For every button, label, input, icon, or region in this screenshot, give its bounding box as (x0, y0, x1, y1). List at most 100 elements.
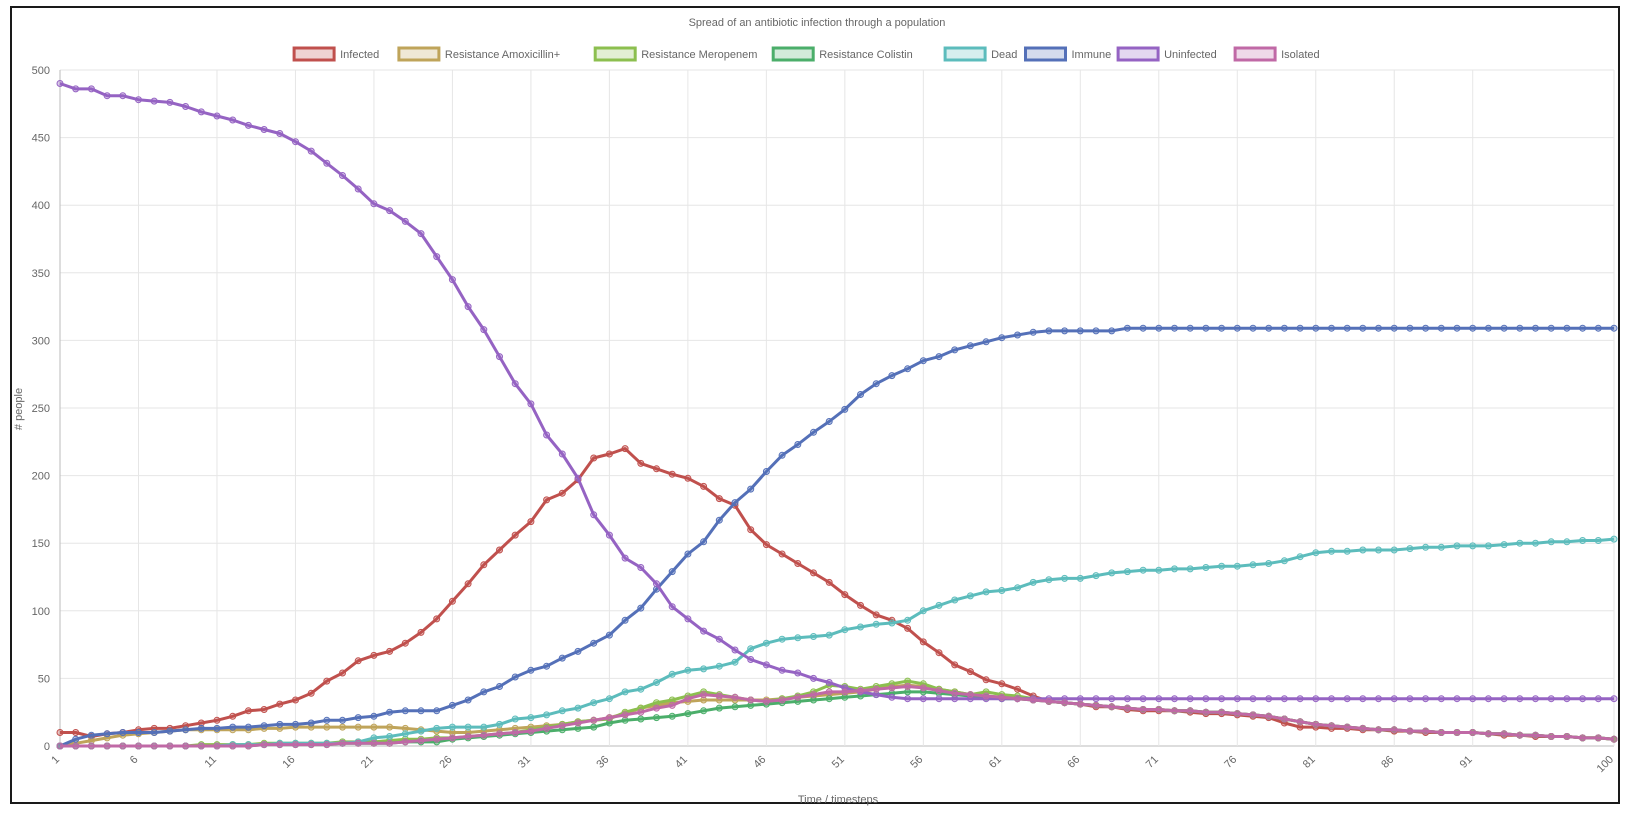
data-point (197, 108, 205, 116)
data-point (747, 701, 755, 709)
data-point (715, 635, 723, 643)
data-point (119, 92, 127, 100)
data-point (292, 720, 299, 728)
data-point (747, 485, 755, 493)
data-point (574, 704, 582, 712)
data-point (417, 628, 425, 636)
data-point (496, 353, 503, 361)
legend-item[interactable]: Resistance Meropenem (593, 46, 757, 62)
data-point (1359, 695, 1367, 703)
data-point (1014, 331, 1021, 339)
data-point (637, 564, 645, 571)
legend-item[interactable]: Dead (943, 46, 1017, 62)
legend-swatch (943, 46, 987, 62)
data-point (72, 735, 80, 743)
data-point (72, 742, 80, 750)
data-point (1375, 324, 1382, 332)
data-point (747, 645, 755, 653)
data-point (558, 707, 566, 715)
data-point (731, 658, 739, 666)
y-axis-ticks: 0 50 100 150 200 250 300 350 400 450 500 (32, 65, 50, 753)
legend-item[interactable]: Infected (292, 46, 379, 62)
legend-item[interactable]: Resistance Amoxicillin+ (397, 46, 560, 62)
data-point (527, 727, 535, 735)
data-point (1218, 324, 1226, 332)
data-point (1123, 695, 1131, 703)
data-point (276, 741, 284, 749)
data-point (857, 623, 864, 631)
data-point (464, 733, 472, 740)
legend-label: Resistance Meropenem (641, 49, 757, 61)
data-point (119, 729, 127, 736)
legend-item[interactable]: Resistance Colistin (771, 46, 913, 62)
data-point (1233, 710, 1241, 718)
legend-label: Immune (1072, 49, 1112, 61)
data-point (448, 597, 456, 605)
data-point (1155, 324, 1163, 332)
data-point (857, 601, 864, 609)
x-tick-label: 36 (594, 754, 611, 771)
data-point (1171, 565, 1178, 573)
data-point (684, 474, 692, 482)
data-point (621, 445, 629, 453)
data-point (778, 451, 786, 459)
data-point (1265, 712, 1273, 720)
data-point (339, 172, 346, 179)
data-point (370, 734, 378, 742)
data-point (339, 716, 346, 724)
data-point (433, 735, 441, 743)
legend-item[interactable]: Isolated (1233, 46, 1320, 62)
data-point (700, 696, 708, 704)
data-point (1092, 695, 1100, 703)
data-point (731, 646, 739, 654)
data-point (684, 710, 692, 718)
data-point (1029, 328, 1037, 336)
data-point (260, 126, 268, 133)
data-point (260, 722, 268, 730)
data-point (1437, 543, 1445, 551)
legend-item[interactable]: Uninfected (1116, 46, 1217, 62)
data-point (496, 546, 503, 554)
chart-title: Spread of an antibiotic infection throug… (689, 17, 946, 29)
data-point (919, 684, 927, 692)
data-point (935, 695, 943, 703)
data-point (1265, 324, 1273, 332)
data-point (762, 661, 770, 669)
data-point (480, 326, 488, 334)
legend-item[interactable]: Immune (1024, 46, 1112, 62)
data-point (1516, 695, 1524, 703)
data-point (1186, 565, 1194, 573)
data-point (150, 742, 158, 750)
data-point (1061, 327, 1069, 335)
y-tick-label: 350 (32, 268, 50, 280)
data-point (543, 662, 551, 670)
data-point (1437, 695, 1445, 703)
data-point (448, 723, 456, 731)
data-point (1202, 695, 1210, 703)
data-point (150, 97, 158, 105)
data-point (464, 696, 472, 704)
data-point (543, 724, 551, 732)
data-point (543, 431, 551, 439)
data-point (590, 639, 598, 647)
data-point (605, 719, 613, 727)
data-point (370, 651, 378, 659)
data-point (1343, 723, 1351, 731)
data-point (1108, 327, 1116, 335)
legend-label: Uninfected (1164, 49, 1217, 61)
data-point (621, 616, 629, 624)
data-point (1469, 729, 1477, 736)
data-point (1092, 327, 1100, 335)
data-point (1390, 546, 1398, 554)
data-point (841, 626, 849, 634)
data-point (1233, 324, 1241, 332)
data-point (1014, 685, 1021, 693)
data-point (1375, 695, 1382, 703)
data-point (213, 724, 221, 732)
data-point (1390, 695, 1398, 703)
data-point (668, 470, 676, 478)
legend-label: Resistance Colistin (819, 49, 913, 61)
data-point (1202, 324, 1210, 332)
data-point (1249, 711, 1257, 719)
data-point (935, 649, 943, 657)
